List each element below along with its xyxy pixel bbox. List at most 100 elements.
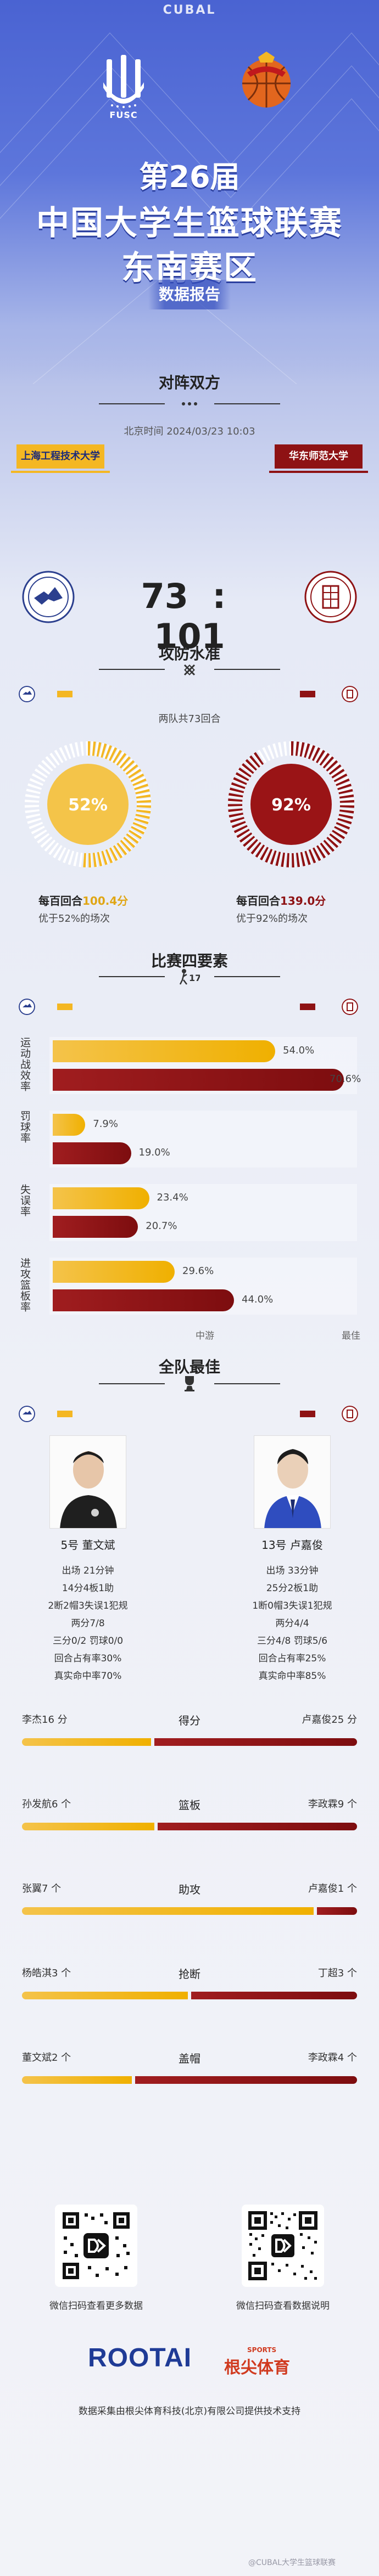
- comparison-row: 孙发航6 个 篮板 李政霖9 个: [0, 1796, 379, 1868]
- home-per100-value: 100.4分: [82, 894, 129, 907]
- away-mini-logo-icon: [342, 999, 358, 1015]
- comparison-bar-home: [22, 1907, 314, 1915]
- stat-line: 真实命中率85%: [258, 1671, 326, 1682]
- away-player-stats: 出场 33分钟 25分2板1助 1断0帽3失误1犯规 两分4/4 三分4/8 罚…: [237, 1563, 347, 1686]
- home-donut-label: 52%: [68, 796, 108, 815]
- away-per100: 每百回合139.0分: [236, 892, 326, 908]
- comparison-bar-away: [317, 1907, 357, 1915]
- four-factors-chart: 运动战效率 54.0% 70.6% 罚球率 7.9% 19.0% 失误率 23.…: [0, 1037, 379, 1344]
- factor-row: 罚球率: [16, 1111, 33, 1168]
- comparison-home-leader: 李杰16 分: [22, 1714, 68, 1726]
- hero-edition: 第26届: [139, 160, 240, 194]
- factor-bar-home: [53, 1187, 149, 1209]
- qr-right-caption: 微信扫码查看数据说明: [236, 2301, 330, 2312]
- comparison-bar-away: [154, 1738, 357, 1746]
- tech-support-note: 数据采集由根尖体育科技(北京)有限公司提供技术支持: [78, 2406, 301, 2417]
- comparison-home-leader: 杨皓淇3 个: [22, 1968, 71, 1979]
- comparison-bar-home: [22, 1823, 154, 1830]
- rootai-cn-name: 根尖体育: [224, 2358, 290, 2377]
- factor-value-home: 23.4%: [157, 1192, 188, 1203]
- comparison-away-leader: 卢嘉俊1 个: [308, 1883, 357, 1895]
- fusc-logo-text: FUSC: [109, 110, 138, 120]
- comparison-bar-away: [158, 1823, 357, 1830]
- factor-value-home: 54.0%: [283, 1045, 315, 1056]
- score-separator: :: [212, 576, 226, 616]
- away-per100-prefix: 每百回合: [236, 894, 280, 907]
- stat-line: 三分0/2 罚球0/0: [52, 1636, 124, 1647]
- factor-value-away: 70.6%: [330, 1073, 361, 1085]
- qr-code-explanation[interactable]: [242, 2205, 324, 2287]
- away-team-logo-icon: [304, 571, 357, 623]
- away-legend-swatch: [300, 691, 315, 697]
- factor-bar-home: [53, 1261, 175, 1283]
- home-legend-swatch: [57, 1411, 73, 1417]
- home-player-photo: [49, 1435, 126, 1529]
- hero-banner: CUBAL FUSC 第26届 中国大学生篮球联赛 东南赛区 数据报告: [0, 0, 379, 384]
- fusc-logo-icon: [103, 55, 144, 108]
- factor-value-away: 19.0%: [138, 1147, 170, 1158]
- away-donut-label: 92%: [271, 796, 311, 815]
- away-score: 101: [154, 616, 225, 656]
- factor-bar-away: [53, 1142, 131, 1164]
- comparison-category: 盖帽: [179, 2052, 200, 2065]
- stat-line: 25分2板1助: [266, 1583, 319, 1594]
- factor-bar-home: [53, 1040, 275, 1062]
- offense-title: 攻防水准: [158, 645, 220, 663]
- comparison-row: 李杰16 分 得分 卢嘉俊25 分: [0, 1712, 379, 1783]
- factor-value-away: 44.0%: [242, 1294, 274, 1305]
- matchup-title: 对阵双方: [158, 374, 220, 392]
- comparison-category: 篮板: [179, 1799, 200, 1812]
- svg-text:17: 17: [189, 973, 200, 983]
- home-score: 73: [141, 576, 188, 616]
- qr-code-icon: [248, 2211, 317, 2280]
- crossed-swords-icon: [183, 664, 196, 676]
- home-percentile-note: 优于52%的场次: [38, 913, 110, 925]
- comparison-bar-away: [135, 2076, 357, 2084]
- section-divider: 17: [99, 969, 280, 985]
- section-divider: [99, 1376, 280, 1391]
- away-legend-swatch: [300, 1004, 315, 1010]
- home-legend-swatch: [57, 691, 73, 697]
- hero-pattern: [0, 32, 379, 384]
- stat-line: 1断0帽3失误1犯规: [252, 1600, 332, 1611]
- factor-value-home: 29.6%: [182, 1265, 214, 1277]
- comparison-away-leader: 李政霖9 个: [308, 1799, 357, 1810]
- factor-bar-away: [53, 1289, 234, 1311]
- comparison-row: 杨皓淇3 个 抢断 丁超3 个: [0, 1965, 379, 2037]
- cuba-logo-icon: [242, 52, 291, 108]
- comparison-row: 董文斌2 个 盖帽 李政霖4 个: [0, 2050, 379, 2121]
- stat-line: 出场 21分钟: [62, 1565, 114, 1576]
- best-title: 全队最佳: [158, 1358, 220, 1376]
- away-player-name: 13号 卢嘉俊: [261, 1538, 323, 1552]
- comparison-category: 得分: [179, 1714, 200, 1727]
- factor-row: 运动战效率: [16, 1037, 33, 1094]
- match-time: 北京时间 2024/03/23 10:03: [124, 426, 255, 437]
- factor-label: 罚球率: [19, 1111, 31, 1143]
- rootai-logo: ROOTAI SPORTS 根尖体育: [82, 2343, 302, 2387]
- factor-label: 进攻篮板率: [19, 1258, 31, 1312]
- factor-row: 进攻篮板率: [16, 1258, 33, 1329]
- home-team-logo-icon: [22, 571, 75, 623]
- comparison-bar-home: [22, 2076, 132, 2084]
- comparison-away-leader: 丁超3 个: [317, 1968, 357, 1979]
- factor-label: 失误率: [19, 1184, 31, 1217]
- stat-line: 出场 33分钟: [266, 1565, 319, 1576]
- rootai-wordmark: ROOTAI: [88, 2343, 192, 2372]
- stat-line: 2断2帽3失误1犯规: [48, 1600, 128, 1611]
- report-tag: 数据报告: [148, 280, 231, 309]
- comparison-bar-home: [22, 1738, 151, 1746]
- away-per100-value: 139.0分: [280, 894, 326, 907]
- leaders-comparison: 李杰16 分 得分 卢嘉俊25 分 孙发航6 个 篮板 李政霖9 个 张翼7 个…: [0, 1712, 379, 2129]
- player-number-icon: 17: [179, 969, 200, 985]
- qr-code-icon: [63, 2212, 130, 2279]
- comparison-home-leader: 张翼7 个: [22, 1883, 62, 1895]
- rootai-sports-tag: SPORTS: [247, 2346, 277, 2354]
- home-player-stats: 出场 21分钟 14分4板1助 2断2帽3失误1犯规 两分7/8 三分0/2 罚…: [33, 1563, 143, 1686]
- qr-code-data[interactable]: [55, 2205, 137, 2287]
- away-mini-logo-icon: [342, 686, 358, 702]
- hero-title: 中国大学生篮球联赛: [36, 204, 343, 243]
- comparison-category: 助攻: [179, 1883, 200, 1896]
- comparison-row: 张翼7 个 助攻 卢嘉俊1 个: [0, 1881, 379, 1952]
- factor-bar-home: [53, 1114, 86, 1136]
- comparison-home-leader: 孙发航6 个: [22, 1799, 71, 1810]
